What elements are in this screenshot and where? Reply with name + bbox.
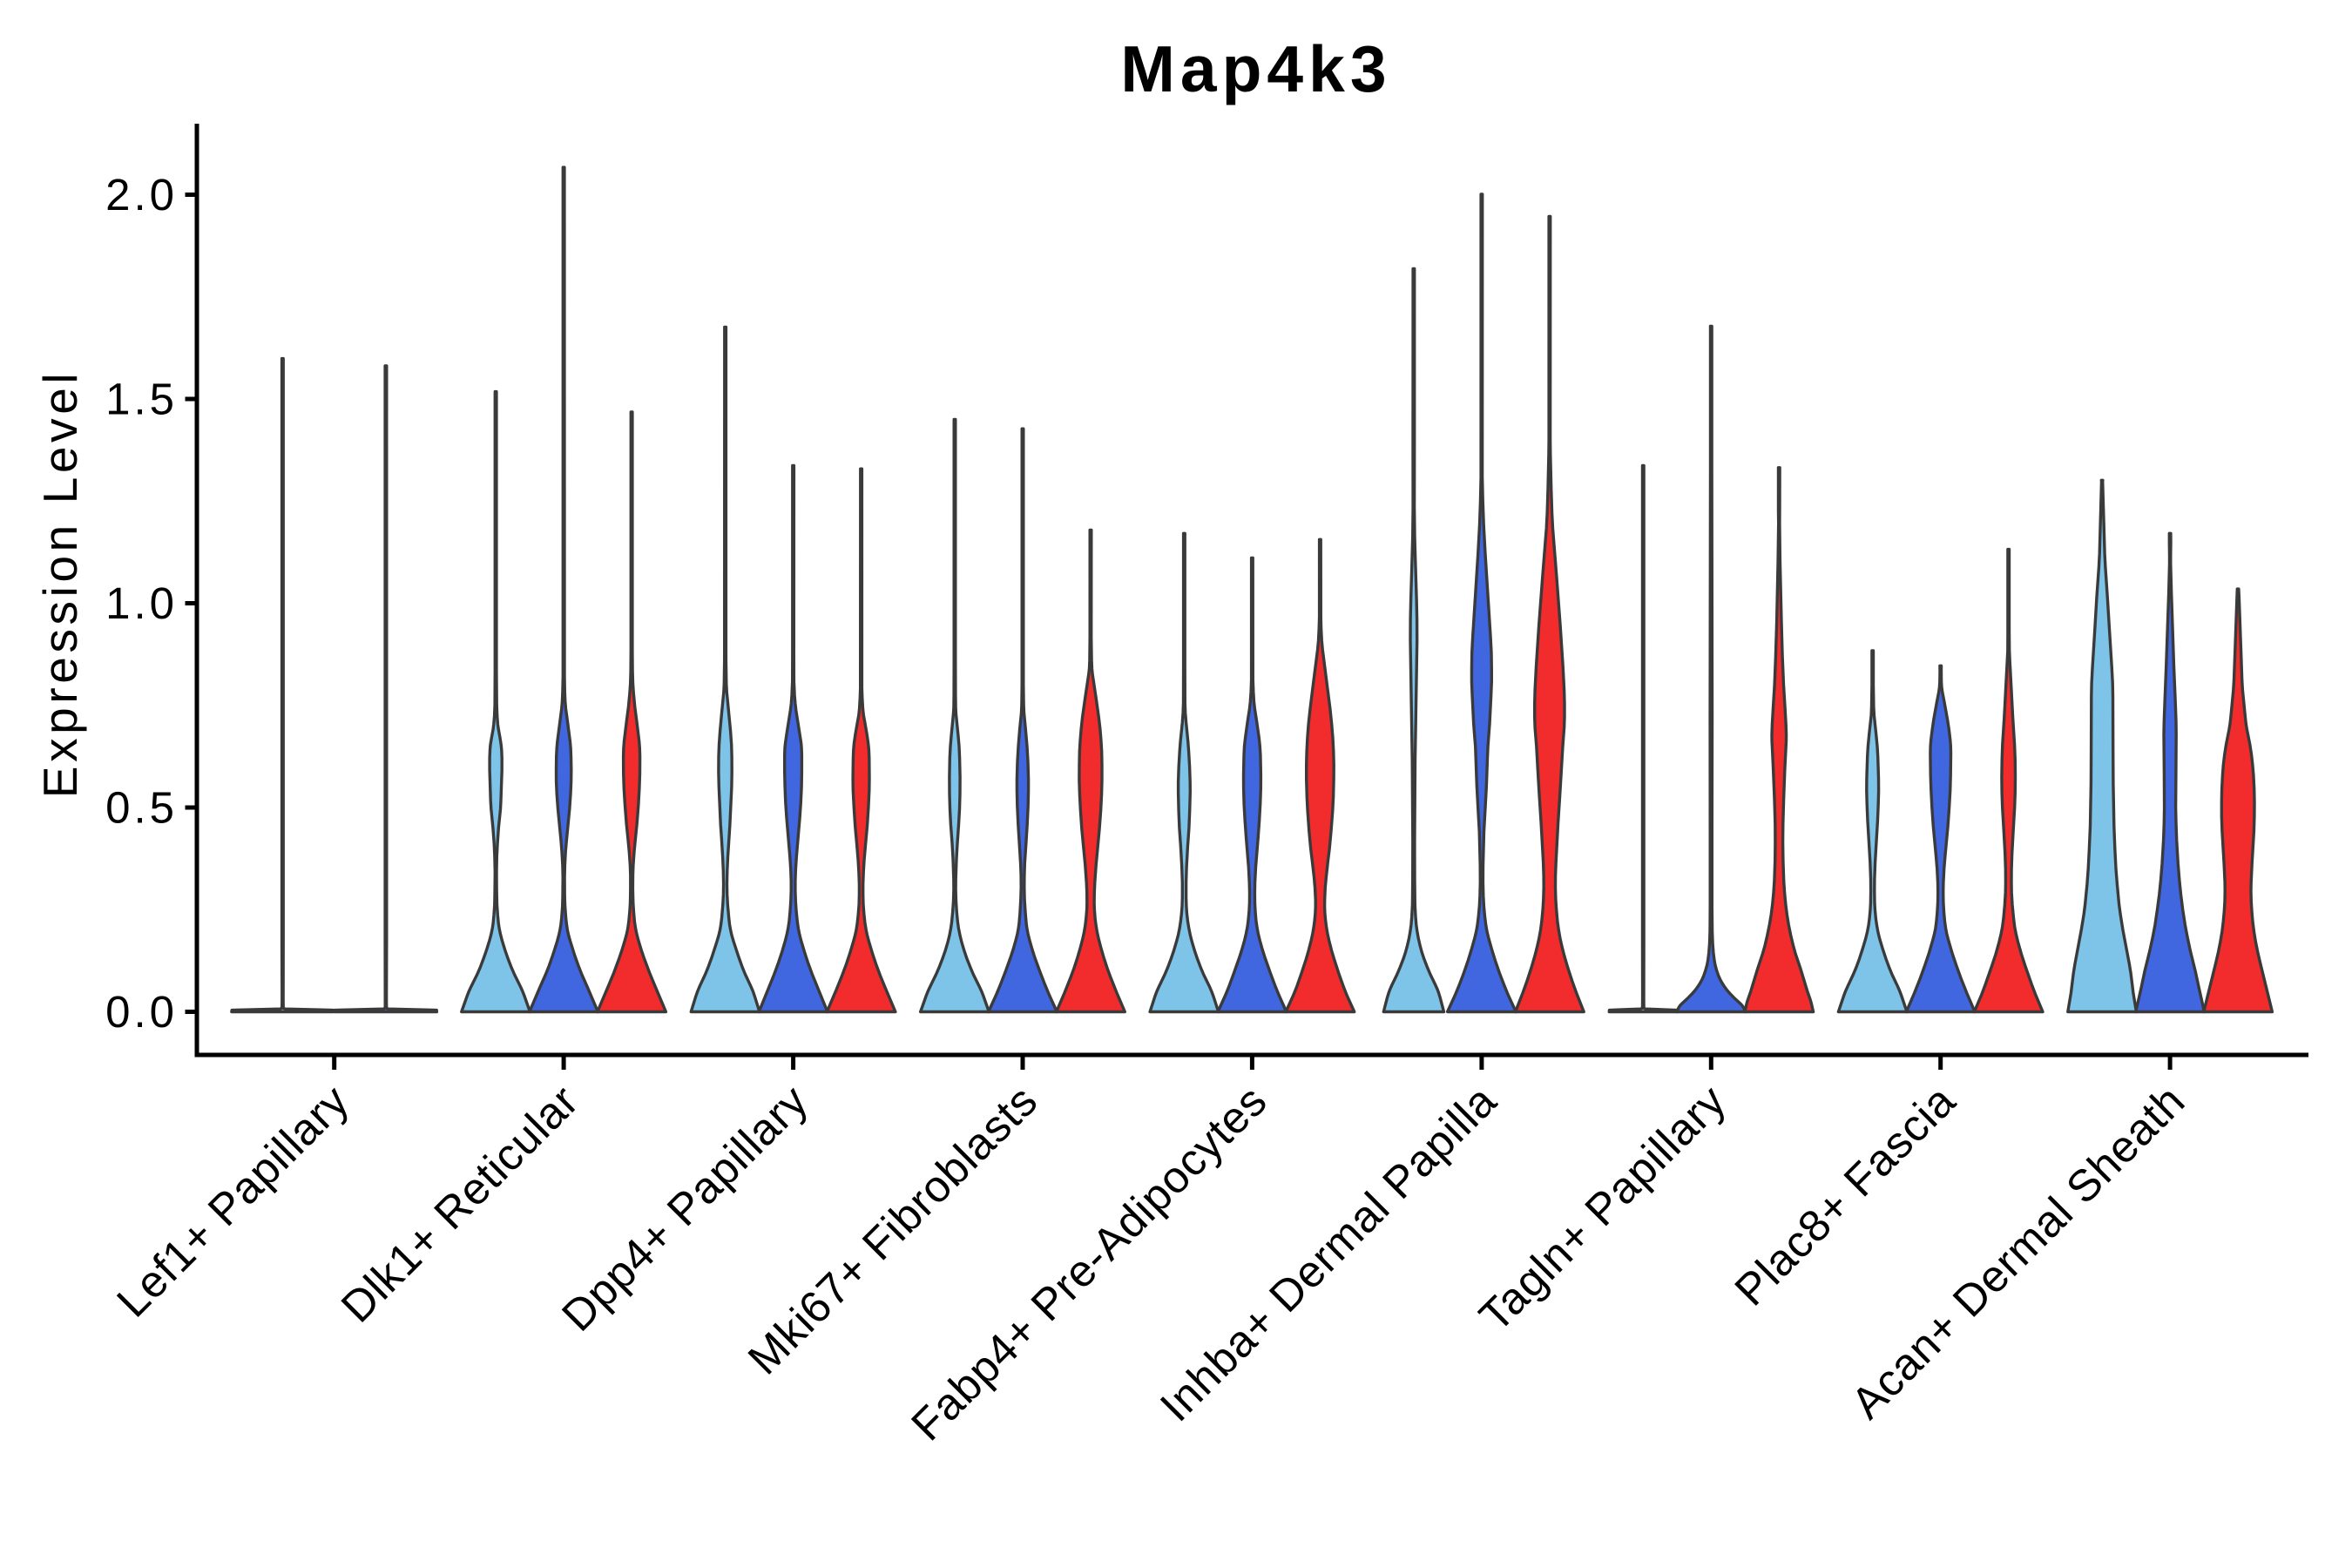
svg-text:0.0: 0.0 — [105, 987, 178, 1037]
svg-text:2.0: 2.0 — [105, 170, 178, 220]
svg-text:0.5: 0.5 — [105, 783, 178, 833]
svg-text:Expression Level: Expression Level — [33, 369, 87, 798]
svg-text:1.0: 1.0 — [105, 578, 178, 628]
svg-text:1.5: 1.5 — [105, 375, 178, 424]
svg-text:Map4k3: Map4k3 — [1120, 32, 1391, 105]
